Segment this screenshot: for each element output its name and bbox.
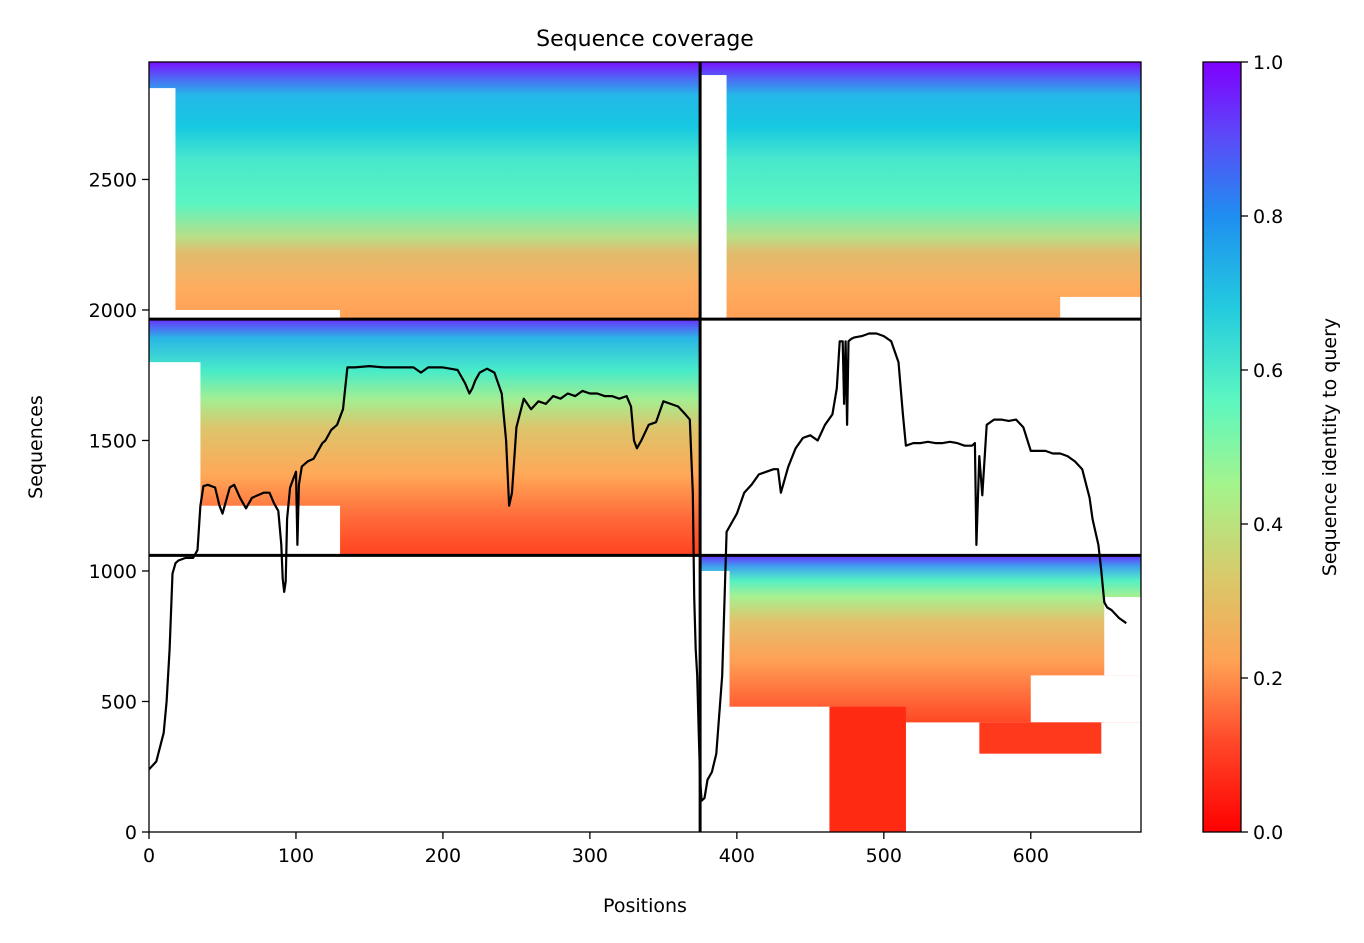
coverage-gap — [729, 706, 833, 832]
colorbar-gradient — [1202, 61, 1242, 833]
plot-area — [149, 62, 1141, 832]
x-tick-label: 200 — [425, 845, 461, 867]
colorbar-tick-label: 0.8 — [1253, 206, 1283, 228]
y-tick-label: 2000 — [89, 300, 137, 322]
y-tick-label: 500 — [101, 691, 137, 713]
x-tick-label: 100 — [278, 845, 314, 867]
coverage-gap — [149, 309, 341, 320]
heatmap-block-chain-A-upper — [149, 62, 701, 320]
x-tick-label: 600 — [1013, 845, 1049, 867]
colorbar-ticks: 0.0 0.2 0.4 0.6 0.8 1.0 — [1241, 52, 1283, 844]
plot-frame — [148, 61, 1142, 833]
colorbar-tick-label: 0.6 — [1253, 360, 1283, 382]
colorbar-tick-label: 0.4 — [1253, 514, 1283, 536]
colorbar-tick-label: 0.0 — [1253, 822, 1283, 844]
coverage-heatmap — [149, 62, 1141, 832]
coverage-gap — [149, 88, 176, 320]
coverage-line — [149, 332, 1127, 802]
y-tick-label: 1000 — [89, 561, 137, 583]
colorbar-tick-label: 0.2 — [1253, 668, 1283, 690]
x-tick-label: 0 — [143, 845, 155, 867]
heatmap-block-chain-B-upper — [700, 62, 1141, 320]
coverage-gap — [149, 505, 341, 556]
y-tick-label: 1500 — [89, 430, 137, 452]
coverage-strip — [829, 706, 906, 832]
y-axis: 0 500 1000 1500 2000 2500 — [89, 169, 149, 844]
coverage-gap — [1060, 296, 1141, 320]
y-axis-label: Sequences — [25, 395, 47, 499]
x-tick-label: 500 — [866, 845, 902, 867]
x-tick-label: 400 — [719, 845, 755, 867]
coverage-gap — [1030, 675, 1141, 723]
x-axis-label: Positions — [603, 895, 687, 917]
coverage-strip — [979, 722, 1102, 754]
chain-boundaries — [149, 62, 1141, 832]
y-tick-label: 0 — [125, 822, 137, 844]
colorbar: 0.0 0.2 0.4 0.6 0.8 1.0 Sequence identity to … — [1202, 52, 1341, 844]
coverage-gap — [700, 75, 727, 320]
x-axis: 0 100 200 300 400 500 600 — [143, 832, 1049, 867]
colorbar-tick-label: 1.0 — [1253, 52, 1283, 74]
x-tick-label: 300 — [572, 845, 608, 867]
chart-title: Sequence coverage — [536, 27, 754, 52]
colorbar-label: Sequence identity to query — [1319, 318, 1341, 576]
y-tick-label: 2500 — [89, 169, 137, 191]
